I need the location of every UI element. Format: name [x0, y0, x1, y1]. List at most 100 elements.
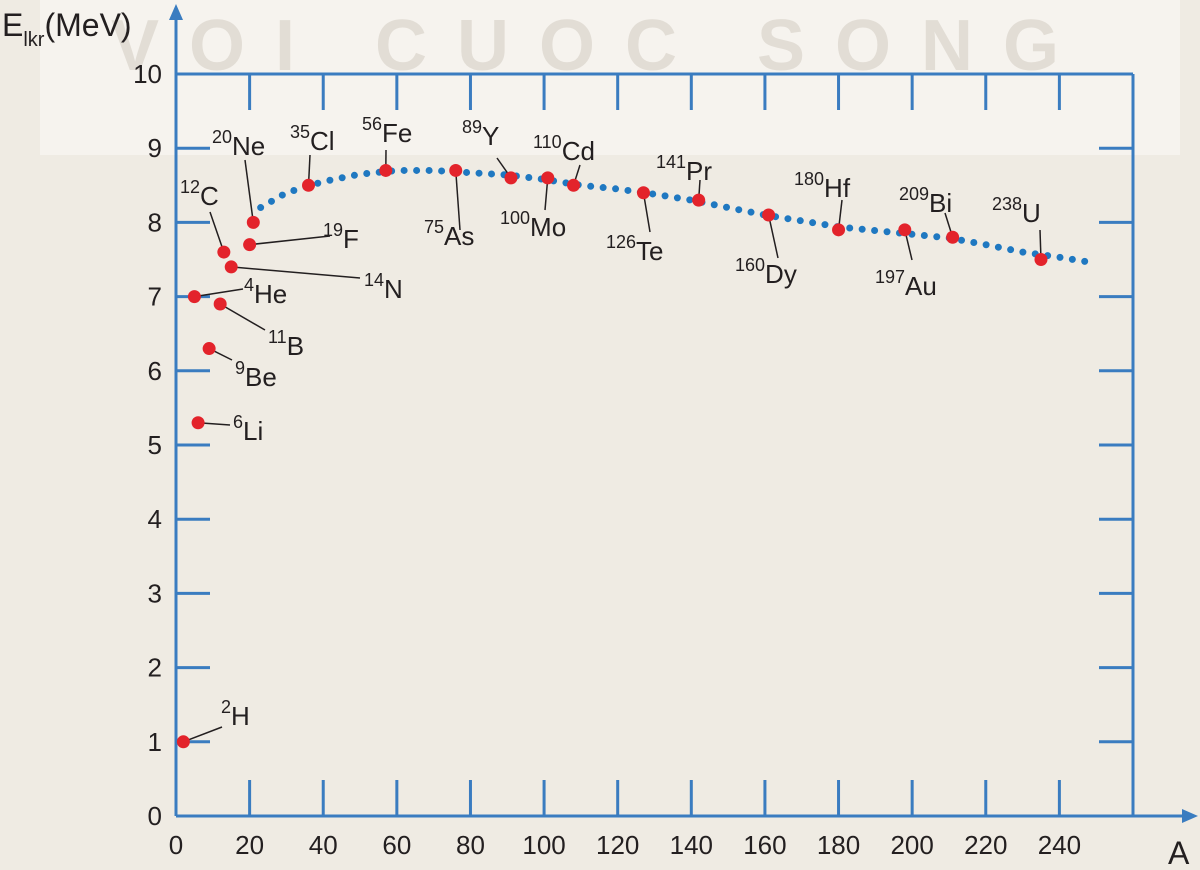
mass-number: 160 [735, 255, 765, 275]
data-point [636, 186, 650, 200]
y-tick-label: 9 [148, 133, 162, 163]
x-tick-label: 40 [309, 830, 338, 860]
data-point [224, 260, 238, 274]
mass-number: 11 [268, 327, 287, 347]
nuclide-label: 12C [180, 177, 219, 211]
y-tick-label: 10 [133, 59, 162, 89]
element-symbol: Fe [382, 118, 412, 148]
mass-number: 2 [221, 697, 231, 717]
x-tick-label: 80 [456, 830, 485, 860]
element-symbol: Pr [686, 156, 712, 186]
data-point [379, 163, 393, 177]
x-tick-label: 240 [1038, 830, 1081, 860]
data-point [762, 208, 776, 222]
mass-number: 197 [875, 267, 905, 287]
mass-number: 89 [462, 117, 482, 137]
mass-number: 209 [899, 184, 929, 204]
nuclide-label: 238U [992, 194, 1041, 228]
y-tick-label: 8 [148, 207, 162, 237]
mass-number: 238 [992, 194, 1022, 214]
nuclide-label: 126Te [606, 232, 664, 266]
element-symbol: Bi [929, 188, 952, 218]
element-symbol: U [1022, 198, 1041, 228]
data-point [302, 178, 316, 192]
mass-number: 180 [794, 169, 824, 189]
mass-number: 19 [323, 220, 343, 240]
data-point [692, 193, 706, 207]
nuclide-label: 9Be [235, 358, 277, 392]
nuclide-label: 19F [323, 220, 359, 254]
data-point [449, 163, 463, 177]
x-tick-label: 0 [169, 830, 183, 860]
nuclide-label: 160Dy [735, 255, 797, 289]
y-tick-label: 2 [148, 653, 162, 683]
mass-number: 35 [290, 122, 310, 142]
data-point [217, 245, 231, 259]
mass-number: 20 [212, 127, 232, 147]
nuclide-label: 141Pr [656, 152, 712, 186]
element-symbol: Li [243, 416, 263, 446]
data-point [898, 223, 912, 237]
data-point [191, 416, 205, 430]
mass-number: 12 [180, 177, 200, 197]
nuclide-label: 75As [424, 217, 474, 251]
element-symbol: Au [905, 271, 937, 301]
nuclide-label: 35Cl [290, 122, 335, 156]
leader-line [231, 266, 361, 279]
y-tick-label: 5 [148, 430, 162, 460]
nuclide-label: 197Au [875, 267, 937, 301]
nuclide-label: 110Cd [533, 132, 595, 166]
element-symbol: B [287, 331, 304, 361]
nuclide-label: 4He [244, 275, 287, 309]
nuclide-label: 20Ne [212, 127, 265, 161]
leader-line [642, 192, 651, 233]
data-point [246, 215, 260, 229]
element-symbol: C [200, 181, 219, 211]
y-label-unit: (MeV) [44, 7, 131, 43]
nuclide-label: 56Fe [362, 114, 412, 148]
nuclide-label: 14N [364, 270, 403, 304]
leader-line [219, 303, 266, 331]
data-point [243, 238, 257, 252]
element-symbol: H [231, 701, 250, 731]
axes [169, 4, 1198, 823]
x-tick-label: 180 [817, 830, 860, 860]
data-point [946, 230, 960, 244]
data-point [202, 342, 216, 356]
nuclide-label: 89Y [462, 117, 499, 151]
mass-number: 6 [233, 412, 243, 432]
x-tick-label: 160 [743, 830, 786, 860]
y-tick-label: 7 [148, 282, 162, 312]
data-point [176, 735, 190, 749]
trend-curve [257, 166, 1100, 267]
y-axis-label: Elkr(MeV) [2, 7, 132, 51]
x-tick-label: 100 [522, 830, 565, 860]
data-point [187, 290, 201, 304]
leader-line [249, 235, 331, 246]
leader-line [183, 726, 223, 743]
leader-line [209, 211, 225, 253]
nuclide-label: 209Bi [899, 184, 952, 218]
y-tick-label: 3 [148, 578, 162, 608]
mass-number: 9 [235, 358, 245, 378]
data-point [1034, 253, 1048, 266]
data-point [567, 178, 581, 192]
x-tick-label: 200 [890, 830, 933, 860]
y-axis-arrow [169, 4, 183, 20]
y-tick-label: 0 [148, 801, 162, 831]
data-point [832, 223, 846, 237]
mass-number: 100 [500, 208, 530, 228]
nuclide-label: 11B [268, 327, 304, 361]
leader-line [244, 159, 255, 223]
element-symbol: Y [482, 121, 499, 151]
x-tick-label: 60 [382, 830, 411, 860]
data-point [504, 171, 518, 185]
mass-number: 14 [364, 270, 384, 290]
nuclide-label: 100Mo [500, 208, 566, 242]
element-symbol: He [254, 279, 287, 309]
watermark-band [40, 0, 1180, 155]
nuclide-label: 6Li [233, 412, 263, 446]
element-symbol: Hf [824, 173, 851, 203]
